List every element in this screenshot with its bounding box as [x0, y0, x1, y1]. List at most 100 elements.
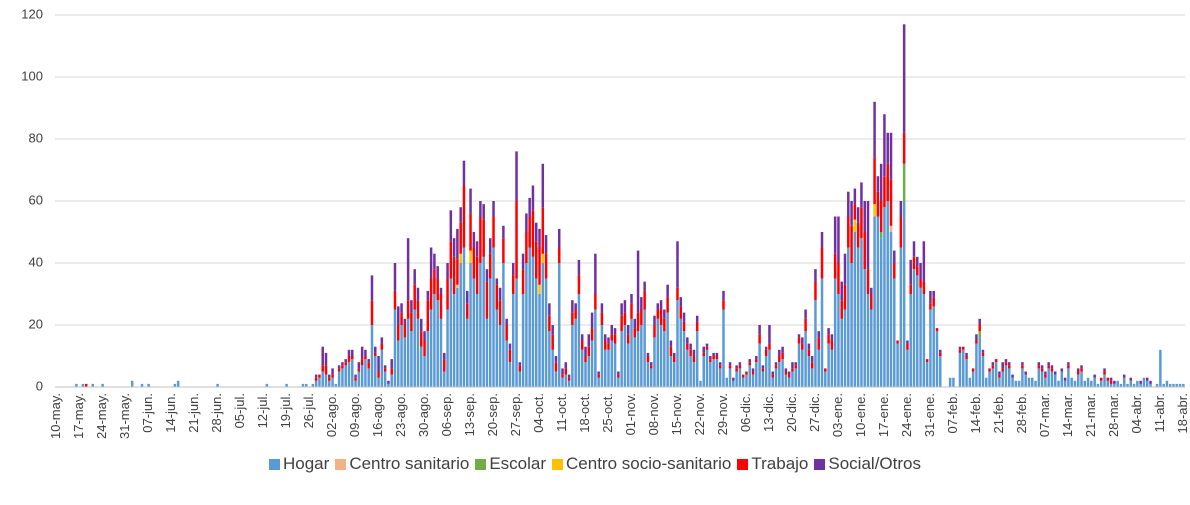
x-tick-label: 08-nov.	[646, 393, 661, 435]
bar-segment	[840, 318, 843, 387]
bar-segment	[722, 290, 725, 301]
bar-segment	[853, 204, 857, 220]
bar-segment	[797, 334, 801, 338]
bar-segment	[663, 331, 666, 387]
bar-segment	[791, 371, 794, 387]
x-tick-label: 18-abr.	[1175, 393, 1190, 433]
bar-segment	[374, 352, 377, 356]
bar-segment	[1031, 377, 1034, 387]
legend-swatch	[269, 458, 280, 470]
bar-segment	[577, 294, 581, 387]
bar-segment	[357, 362, 361, 369]
x-tick-label: 31-ene.	[922, 393, 937, 437]
bar-segment	[456, 284, 459, 288]
bar-segment	[580, 349, 584, 387]
bar-segment	[574, 318, 577, 387]
x-tick-label: 11-abr.	[1152, 393, 1167, 433]
bar-segment	[344, 365, 347, 387]
bar-segment	[525, 213, 528, 232]
bar-segment	[443, 371, 446, 387]
bar-segment	[449, 278, 453, 387]
bar-segment	[1047, 362, 1050, 366]
bar-segment	[610, 340, 614, 387]
bar-segment	[561, 374, 564, 378]
bar-segment	[521, 253, 525, 270]
bar-segment	[541, 263, 545, 387]
bar-segment	[932, 306, 935, 387]
bar-segment	[843, 284, 847, 310]
bar-segment	[991, 362, 995, 366]
bar-segment	[423, 340, 426, 356]
bar-segment	[561, 377, 564, 387]
bar-segment	[597, 374, 600, 378]
bar-segment	[1047, 365, 1050, 369]
bar-segment	[351, 349, 354, 356]
bar-segment	[577, 275, 581, 294]
bar-segment	[879, 238, 883, 387]
bar-segment	[814, 281, 817, 301]
bar-segment	[643, 309, 646, 387]
bar-segment	[676, 287, 679, 301]
bar-segment	[810, 362, 814, 369]
bar-segment	[567, 374, 571, 378]
bar-segment	[810, 368, 814, 387]
bar-segment	[600, 312, 604, 325]
bar-segment	[1047, 368, 1050, 387]
bar-segment	[863, 232, 866, 270]
bar-segment	[613, 343, 617, 387]
legend-label: Hogar	[283, 454, 330, 473]
legend-item: Hogar	[269, 454, 329, 474]
bar-segment	[1149, 380, 1152, 384]
bar-segment	[511, 263, 515, 276]
bar-segment	[426, 300, 430, 332]
bar-segment	[485, 281, 489, 319]
x-tick-label: 21-jun.	[186, 393, 201, 433]
bar-segment	[669, 346, 673, 356]
bar-segment	[1122, 377, 1126, 387]
bar-segment	[360, 346, 364, 360]
bar-segment	[551, 325, 554, 335]
bar-segment	[755, 362, 758, 387]
bar-segment	[314, 380, 318, 387]
bar-segment	[314, 374, 318, 378]
bar-segment	[774, 365, 778, 369]
bar-segment	[919, 278, 922, 288]
bar-segment	[459, 253, 462, 263]
bar-segment	[883, 114, 886, 177]
bar-segment	[850, 263, 853, 387]
bar-segment	[433, 269, 436, 294]
bar-segment	[1004, 362, 1008, 366]
bar-segment	[574, 303, 577, 310]
bar-segment	[843, 253, 847, 285]
bar-segment	[1040, 371, 1044, 387]
bar-segment	[603, 349, 607, 387]
bar-segment	[768, 343, 771, 350]
bar-segment	[505, 340, 508, 387]
bar-segment	[883, 176, 886, 208]
bar-segment	[748, 362, 752, 366]
x-tick-label: 30-ago.	[416, 393, 431, 437]
bar-segment	[807, 343, 811, 350]
bar-segment	[594, 253, 597, 294]
bar-segment	[988, 371, 991, 387]
bar-segment	[909, 259, 912, 285]
bar-segment	[853, 232, 857, 387]
bar-segment	[443, 359, 446, 372]
bar-segment	[870, 287, 873, 294]
bar-segment	[889, 225, 893, 232]
bar-segment	[833, 253, 837, 279]
bar-segment	[1168, 383, 1172, 387]
bar-segment	[449, 210, 453, 242]
bar-segment	[397, 340, 400, 387]
x-tick-label: 28-jun.	[209, 393, 224, 433]
bar-segment	[991, 368, 995, 387]
bar-segment	[653, 337, 656, 387]
bar-segment	[751, 368, 755, 372]
bar-segment	[439, 318, 443, 387]
bar-segment	[679, 318, 683, 387]
bar-segment	[774, 368, 778, 387]
bar-segment	[784, 368, 788, 372]
bar-segment	[380, 349, 384, 387]
bar-segment	[1162, 383, 1165, 387]
bar-segment	[971, 371, 975, 387]
